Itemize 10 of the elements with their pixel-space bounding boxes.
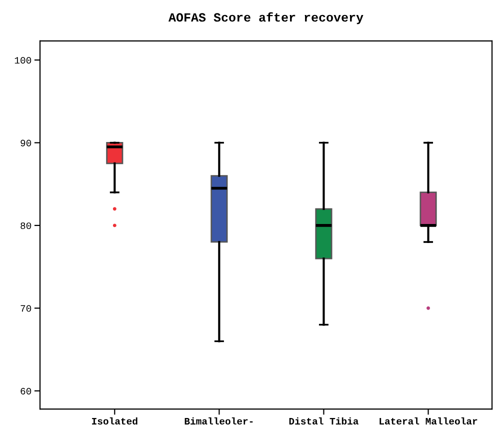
y-tick-label: 100 bbox=[14, 57, 32, 64]
chart-title: AOFAS Score after recovery bbox=[168, 12, 364, 24]
x-tick-label: Distal Tibia bbox=[289, 417, 358, 425]
y-tick-label: 60 bbox=[20, 388, 32, 394]
x-tick-label: Isolated bbox=[92, 417, 138, 425]
y-tick-label: 70 bbox=[20, 305, 32, 312]
y-tick-label: 80 bbox=[20, 222, 32, 230]
x-tick-label: Lateral Malleolar bbox=[380, 417, 478, 425]
y-tick-label: 90 bbox=[20, 140, 32, 146]
x-tick-label: Bimalleoler- bbox=[184, 417, 253, 425]
